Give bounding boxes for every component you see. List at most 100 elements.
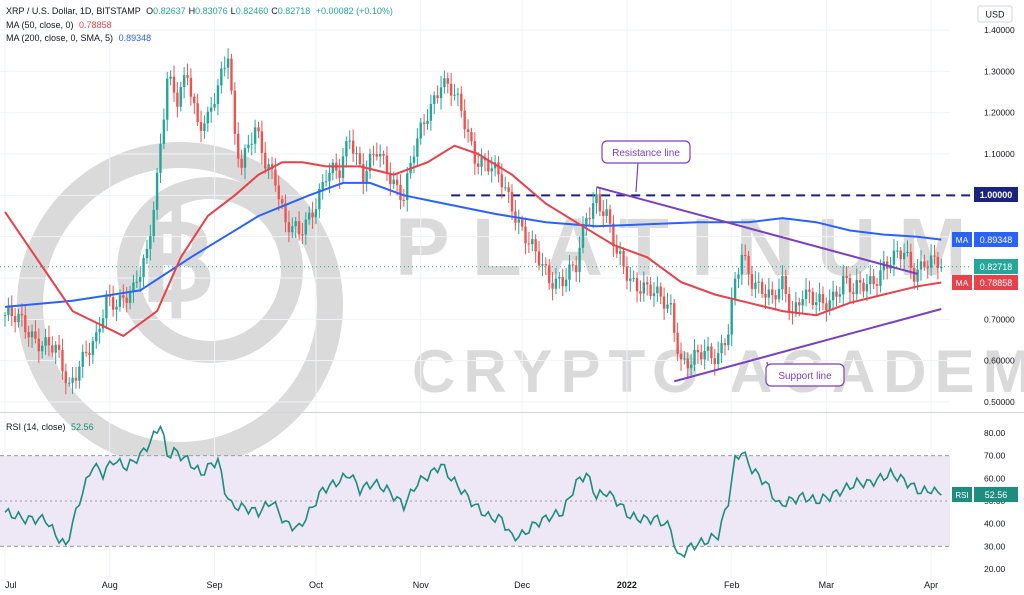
- candle-body: [365, 170, 368, 184]
- candle-body: [419, 122, 422, 139]
- candle-body: [916, 269, 919, 282]
- candle-body: [277, 185, 280, 200]
- candle-body: [831, 291, 835, 301]
- candle-body: [169, 76, 172, 79]
- candle-body: [213, 104, 216, 108]
- candle-body: [804, 289, 808, 300]
- ma200-legend[interactable]: MA (200, close, 0, SMA, 5) 0.89348: [6, 33, 151, 43]
- candle-body: [716, 353, 720, 364]
- candle-body: [926, 267, 929, 269]
- candle-body: [149, 236, 152, 249]
- candle-body: [629, 278, 632, 281]
- ohlc-h: H0.83076: [189, 6, 228, 16]
- candle-body: [206, 111, 209, 124]
- candle-body: [882, 261, 885, 271]
- candle-body: [159, 143, 162, 173]
- change-value: +0.00082 (+0.10%): [315, 6, 393, 16]
- candle-body: [896, 250, 899, 252]
- candle-body: [879, 270, 882, 286]
- resistance-line: [596, 186, 918, 275]
- candle-body: [575, 265, 578, 273]
- candle-body: [919, 261, 923, 270]
- candle-body: [338, 170, 341, 178]
- candle-body: [531, 239, 534, 245]
- ma200-badge-tag: MA: [956, 235, 969, 245]
- ohlc-values: O0.82637 H0.83076 L0.82460 C0.82718: [143, 6, 310, 16]
- candle-body: [74, 377, 78, 381]
- candle-body: [176, 92, 179, 107]
- support-callout-text: Support line: [778, 371, 832, 382]
- candle-body: [368, 153, 372, 171]
- candle-body: [794, 302, 798, 314]
- candle-body: [612, 223, 615, 247]
- support-callout-box: [765, 363, 845, 387]
- candle-body: [869, 276, 872, 285]
- ma50-legend[interactable]: MA (50, close, 0) 0.78858: [6, 20, 112, 30]
- price-badge-box: [974, 259, 1018, 274]
- rsi-legend[interactable]: RSI (14, close) 52.56: [6, 422, 94, 432]
- x-axis: Jul Aug Sep Oct Nov Dec 2022 Feb Mar Apr: [5, 580, 938, 590]
- candle-body: [216, 85, 220, 105]
- candle-body: [287, 222, 291, 233]
- candle-body: [740, 254, 744, 275]
- candle-body: [554, 278, 558, 289]
- candle-body: [625, 266, 629, 281]
- candle-body: [777, 289, 781, 300]
- x-tick-label: Oct: [309, 580, 324, 590]
- x-tick-label: Aug: [102, 580, 118, 590]
- watermark-logo-glyph: ฿: [140, 192, 216, 326]
- candle-body: [375, 154, 378, 157]
- candle-body: [727, 334, 730, 346]
- candle-body: [713, 358, 716, 364]
- candle-body: [209, 107, 213, 112]
- candle-body: [446, 78, 449, 84]
- x-tick-label: Feb: [724, 580, 740, 590]
- candle-body: [355, 153, 358, 155]
- candle-body: [264, 152, 267, 169]
- candle-body: [696, 349, 700, 353]
- ohlc-val: 0.82460: [235, 6, 269, 16]
- rsi-tick-label: 60.00: [984, 473, 1006, 483]
- candle-body: [345, 141, 348, 157]
- candle-body: [564, 279, 568, 287]
- candle-body: [47, 337, 51, 346]
- support-line: [673, 308, 942, 383]
- currency-box[interactable]: [977, 5, 1013, 23]
- candle-body: [706, 346, 710, 351]
- x-tick-label: Apr: [924, 580, 938, 590]
- candle-body: [933, 255, 936, 257]
- candle-body: [703, 350, 706, 360]
- ma50-badge-tag: MA: [956, 278, 969, 288]
- candle-body: [659, 286, 662, 297]
- candle-body: [40, 345, 44, 352]
- level-badge: 1.00000: [974, 187, 1018, 202]
- candle-body: [230, 58, 233, 91]
- price-tick-label: 1.40000: [984, 25, 1015, 35]
- candle-body: [646, 282, 649, 285]
- candle-body: [253, 127, 257, 144]
- x-tick-label: Dec: [514, 580, 531, 590]
- candle-body: [923, 261, 926, 268]
- candle-body: [132, 282, 135, 292]
- candle-body: [389, 173, 392, 185]
- ohlc-key: H: [188, 6, 196, 16]
- candle-body: [199, 122, 203, 131]
- candle-body: [571, 264, 575, 266]
- candle-body: [98, 328, 101, 333]
- candle-body: [304, 219, 308, 235]
- candle-body: [561, 276, 564, 287]
- candle-body: [172, 76, 176, 93]
- candle-body: [10, 306, 13, 317]
- candle-body: [348, 140, 351, 142]
- candle-body: [81, 351, 84, 367]
- candle-body: [466, 129, 470, 133]
- candle-body: [568, 264, 571, 280]
- candle-body: [487, 160, 490, 172]
- candle-body: [848, 277, 852, 293]
- ma50-legend-label: MA (50, close, 0): [6, 20, 74, 30]
- symbol-title: XRP / U.S. Dollar, 1D, BITSTAMP: [6, 6, 141, 16]
- price-badge-value: 0.82718: [980, 262, 1013, 272]
- candle-body: [314, 209, 318, 218]
- candle-body: [909, 251, 913, 268]
- candle-body: [656, 286, 659, 294]
